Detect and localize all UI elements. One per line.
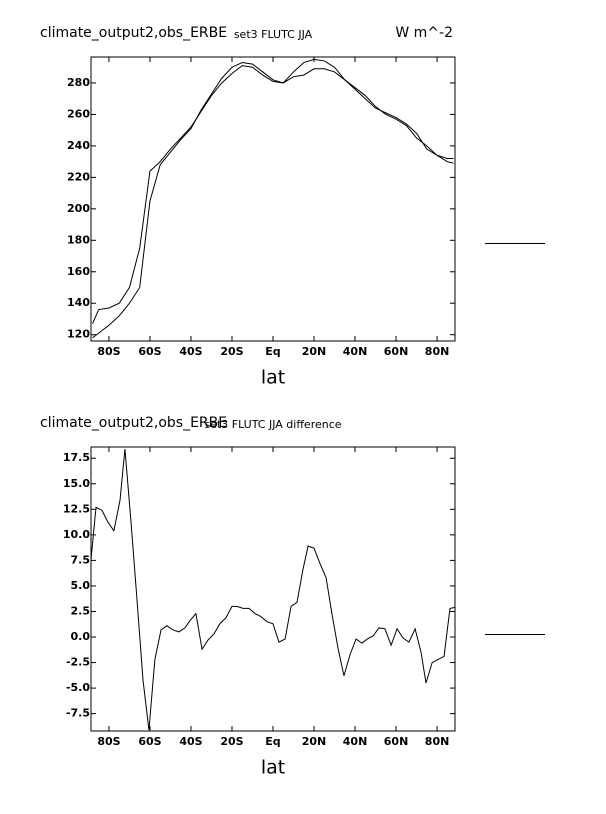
y-tick-label: 280 [67,76,90,89]
x-axis-label: lat [261,367,285,389]
x-tick-label: 60S [138,735,161,748]
chart-subtitle: set3 FLUTC JJA difference [204,418,341,431]
y-tick-label: 220 [67,170,90,183]
y-tick-label: 160 [67,265,90,278]
x-tick-label: 60S [138,345,161,358]
x-tick-label: 20N [302,345,327,358]
y-tick-label: 15.0 [63,477,90,490]
plot-frame [90,446,456,732]
chart-title: climate_output2,obs_ERBE [40,415,227,431]
y-tick-label: 240 [67,139,90,152]
y-tick-label: 17.5 [63,451,90,464]
x-tick-label: 60N [384,345,409,358]
y-tick-label: 10.0 [63,528,90,541]
x-tick-label: 40N [343,735,368,748]
x-tick-label: 20S [220,735,243,748]
y-tick-label: -5.0 [66,681,90,694]
y-tick-label: 260 [67,107,90,120]
chart-subtitle: set3 FLUTC JJA [234,28,313,41]
x-axis-label: lat [261,757,285,779]
y-tick-label: 2.5 [71,604,91,617]
x-tick-label: 40N [343,345,368,358]
data-line [92,58,454,339]
data-line [91,448,455,731]
y-tick-label: 140 [67,296,90,309]
x-tick-label: 40S [179,735,202,748]
y-tick-label: 5.0 [71,579,91,592]
x-tick-label: 60N [384,735,409,748]
x-tick-label: Eq [265,735,280,748]
y-tick-label: 180 [67,233,90,246]
y-tick-label: -2.5 [66,656,90,669]
x-tick-label: 80N [425,345,450,358]
y-tick-label: 0.0 [71,630,91,643]
x-tick-label: Eq [265,345,280,358]
chart-title: climate_output2,obs_ERBE [40,25,227,41]
y-tick-label: 12.5 [63,502,90,515]
y-tick-label: 7.5 [71,553,91,566]
data-line [92,65,454,324]
x-tick-label: 80S [97,735,120,748]
y-tick-label: 120 [67,328,90,341]
units: W m^-2 [395,25,453,41]
y-tick-label: 200 [67,202,90,215]
x-tick-label: 20N [302,735,327,748]
x-tick-label: 80N [425,735,450,748]
plot-frame [90,56,456,342]
x-tick-label: 80S [97,345,120,358]
y-tick-label: -7.5 [66,707,90,720]
x-tick-label: 40S [179,345,202,358]
x-tick-label: 20S [220,345,243,358]
